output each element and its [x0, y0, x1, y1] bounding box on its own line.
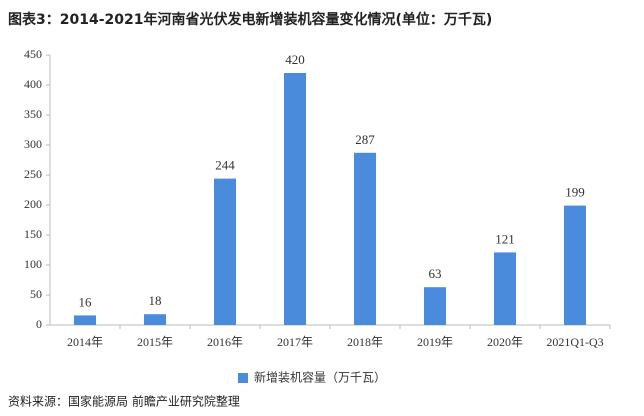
data-label: 121	[495, 231, 515, 246]
x-tick-label: 2016年	[207, 335, 243, 349]
data-label: 16	[79, 294, 93, 309]
data-label: 287	[355, 132, 375, 147]
y-tick-label: 150	[24, 227, 42, 241]
y-tick-label: 0	[36, 317, 42, 331]
bar	[74, 315, 96, 325]
y-tick-label: 100	[24, 257, 42, 271]
legend-label: 新增装机容量（万千瓦）	[254, 370, 386, 385]
source-note: 资料来源：国家能源局 前瞻产业研究院整理	[8, 394, 240, 409]
legend-swatch	[238, 373, 248, 383]
x-tick-label: 2020年	[487, 335, 523, 349]
x-tick-label: 2017年	[277, 335, 313, 349]
x-tick-label: 2021Q1-Q3	[546, 335, 603, 349]
bar	[564, 205, 586, 325]
y-tick-label: 50	[30, 287, 42, 301]
bar	[354, 152, 376, 325]
y-tick-label: 400	[24, 77, 42, 91]
y-tick-label: 300	[24, 137, 42, 151]
x-tick-label: 2018年	[347, 335, 383, 349]
data-label: 244	[215, 158, 235, 173]
y-tick-label: 450	[24, 47, 42, 61]
bar	[144, 314, 166, 325]
data-label: 18	[149, 293, 162, 308]
x-tick-label: 2015年	[137, 335, 173, 349]
data-label: 63	[429, 266, 442, 281]
x-tick-label: 2019年	[417, 335, 453, 349]
bar	[284, 73, 306, 325]
bar	[424, 287, 446, 325]
bar	[494, 252, 516, 325]
chart-title: 图表3：2014-2021年河南省光伏发电新增装机容量变化情况(单位：万千瓦)	[8, 11, 492, 28]
x-tick-label: 2014年	[67, 335, 103, 349]
data-label: 420	[285, 52, 305, 67]
y-tick-label: 250	[24, 167, 42, 181]
y-tick-label: 350	[24, 107, 42, 121]
data-label: 199	[565, 185, 585, 200]
bar	[214, 178, 236, 325]
y-tick-label: 200	[24, 197, 42, 211]
